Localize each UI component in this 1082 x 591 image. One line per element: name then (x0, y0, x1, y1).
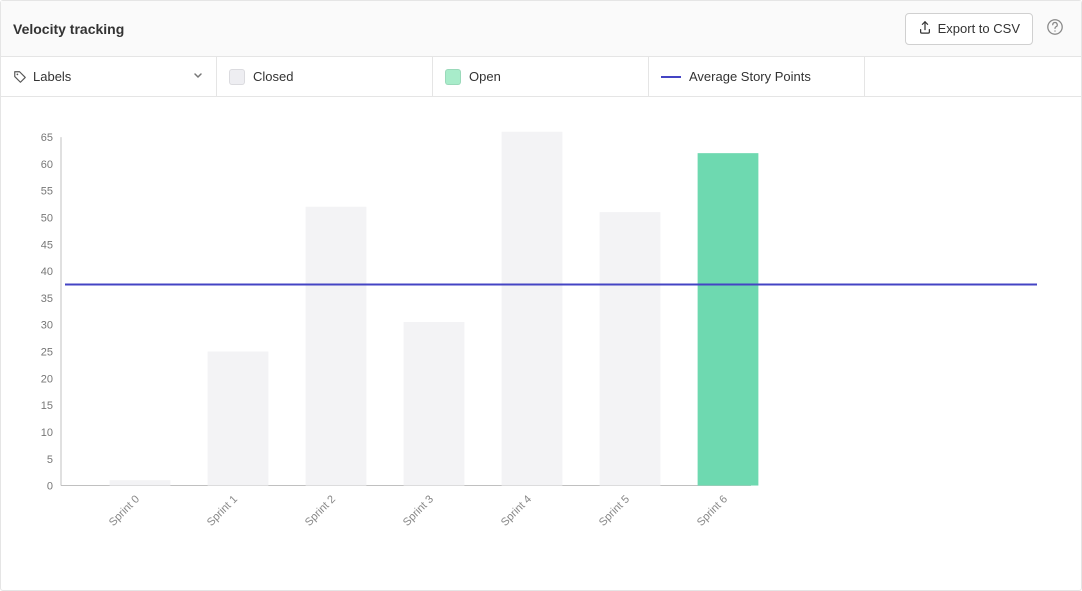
labels-dropdown-label: Labels (33, 69, 71, 84)
x-axis-label: Sprint 4 (499, 493, 534, 528)
legend-closed-label: Closed (253, 69, 293, 84)
card-header: Velocity tracking Export to CSV (1, 1, 1081, 57)
bar-open (698, 153, 759, 485)
bar-closed (502, 132, 563, 486)
bar-closed (404, 322, 465, 486)
svg-text:25: 25 (41, 347, 53, 359)
tag-icon (13, 70, 27, 84)
svg-text:15: 15 (41, 400, 53, 412)
x-axis-label: Sprint 0 (107, 493, 142, 528)
help-icon (1046, 18, 1064, 39)
page-title: Velocity tracking (13, 21, 905, 37)
svg-text:35: 35 (41, 293, 53, 305)
bar-closed (208, 352, 269, 486)
legend-average-label: Average Story Points (689, 69, 811, 84)
svg-text:30: 30 (41, 320, 53, 332)
velocity-bar-chart: 0 5 10 15 20 25 30 35 40 45 50 55 60 65 Sprint 0 Sprint… (21, 127, 1041, 550)
legend-average-swatch (661, 76, 681, 78)
bar-closed (306, 207, 367, 486)
velocity-tracking-card: Velocity tracking Export to CSV (0, 0, 1082, 591)
x-axis-label: Sprint 3 (401, 493, 436, 528)
svg-text:45: 45 (41, 239, 53, 251)
labels-dropdown[interactable]: Labels (1, 57, 217, 96)
bar-closed (600, 212, 661, 485)
legend-open: Open (433, 57, 649, 96)
bar-closed (110, 480, 171, 485)
legend-average: Average Story Points (649, 57, 865, 96)
x-axis-label: Sprint 1 (205, 493, 240, 528)
x-axis-label: Sprint 2 (303, 493, 338, 528)
svg-text:0: 0 (47, 481, 53, 493)
chart-area: 0 5 10 15 20 25 30 35 40 45 50 55 60 65 Sprint 0 Sprint… (1, 97, 1081, 590)
export-csv-button[interactable]: Export to CSV (905, 13, 1033, 45)
legend-open-label: Open (469, 69, 501, 84)
svg-text:20: 20 (41, 373, 53, 385)
export-icon (918, 20, 932, 37)
svg-text:65: 65 (41, 132, 53, 144)
svg-text:50: 50 (41, 212, 53, 224)
x-axis-label: Sprint 5 (597, 493, 632, 528)
svg-text:55: 55 (41, 186, 53, 198)
help-button[interactable] (1041, 15, 1069, 43)
legend-open-swatch (445, 69, 461, 85)
svg-text:60: 60 (41, 159, 53, 171)
export-csv-label: Export to CSV (938, 21, 1020, 36)
filter-row: Labels Closed Open Average Story Points (1, 57, 1081, 97)
legend-closed: Closed (217, 57, 433, 96)
svg-text:10: 10 (41, 427, 53, 439)
svg-text:40: 40 (41, 266, 53, 278)
x-axis-label: Sprint 6 (695, 493, 730, 528)
svg-text:5: 5 (47, 454, 53, 466)
chevron-down-icon (192, 69, 204, 84)
legend-closed-swatch (229, 69, 245, 85)
